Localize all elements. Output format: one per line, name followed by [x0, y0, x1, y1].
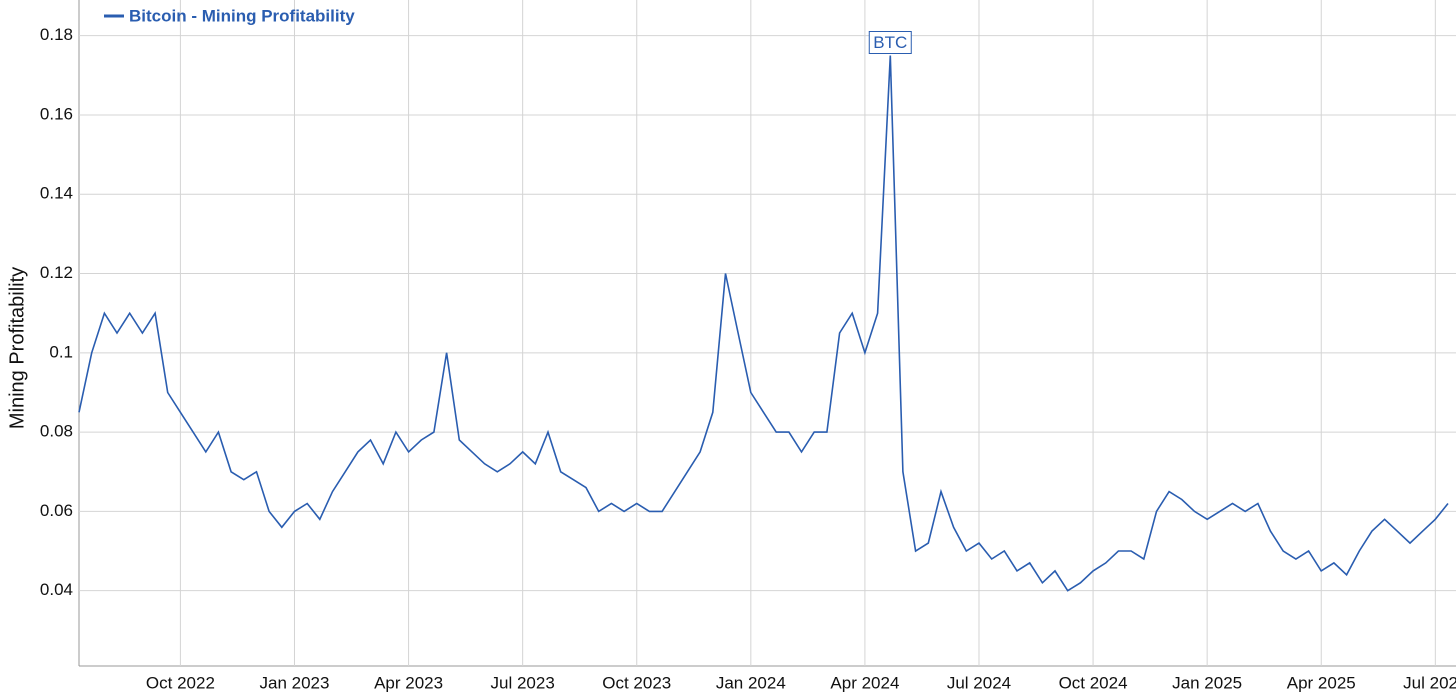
x-tick-label: Oct 2023	[602, 673, 671, 692]
annotation: BTC	[873, 33, 907, 52]
x-tick-label: Jan 2024	[716, 673, 786, 692]
x-tick-label: Jul 2025	[1403, 673, 1456, 692]
x-tick-label: Apr 2024	[830, 673, 899, 692]
y-tick-label: 0.12	[40, 263, 73, 282]
y-tick-label: 0.14	[40, 184, 73, 203]
annotation-box	[868, 31, 912, 54]
x-tick-label: Apr 2025	[1287, 673, 1356, 692]
y-tick-label: 0.06	[40, 501, 73, 520]
y-axis-label: Mining Profitability	[6, 267, 28, 429]
x-tick-label: Jan 2025	[1172, 673, 1242, 692]
x-tick-label: Jul 2024	[947, 673, 1011, 692]
y-tick-label: 0.18	[40, 25, 73, 44]
y-tick-label: 0.1	[49, 342, 73, 361]
x-tick-label: Jul 2023	[491, 673, 555, 692]
legend-label: Bitcoin - Mining Profitability	[129, 6, 355, 25]
y-tick-label: 0.04	[40, 580, 73, 599]
y-tick-label: 0.08	[40, 422, 73, 441]
data-line	[78, 55, 1449, 592]
x-tick-label: Jan 2023	[260, 673, 330, 692]
x-tick-label: Oct 2024	[1059, 673, 1128, 692]
y-tick-label: 0.16	[40, 104, 73, 123]
x-tick-label: Apr 2023	[374, 673, 443, 692]
x-tick-label: Oct 2022	[146, 673, 215, 692]
